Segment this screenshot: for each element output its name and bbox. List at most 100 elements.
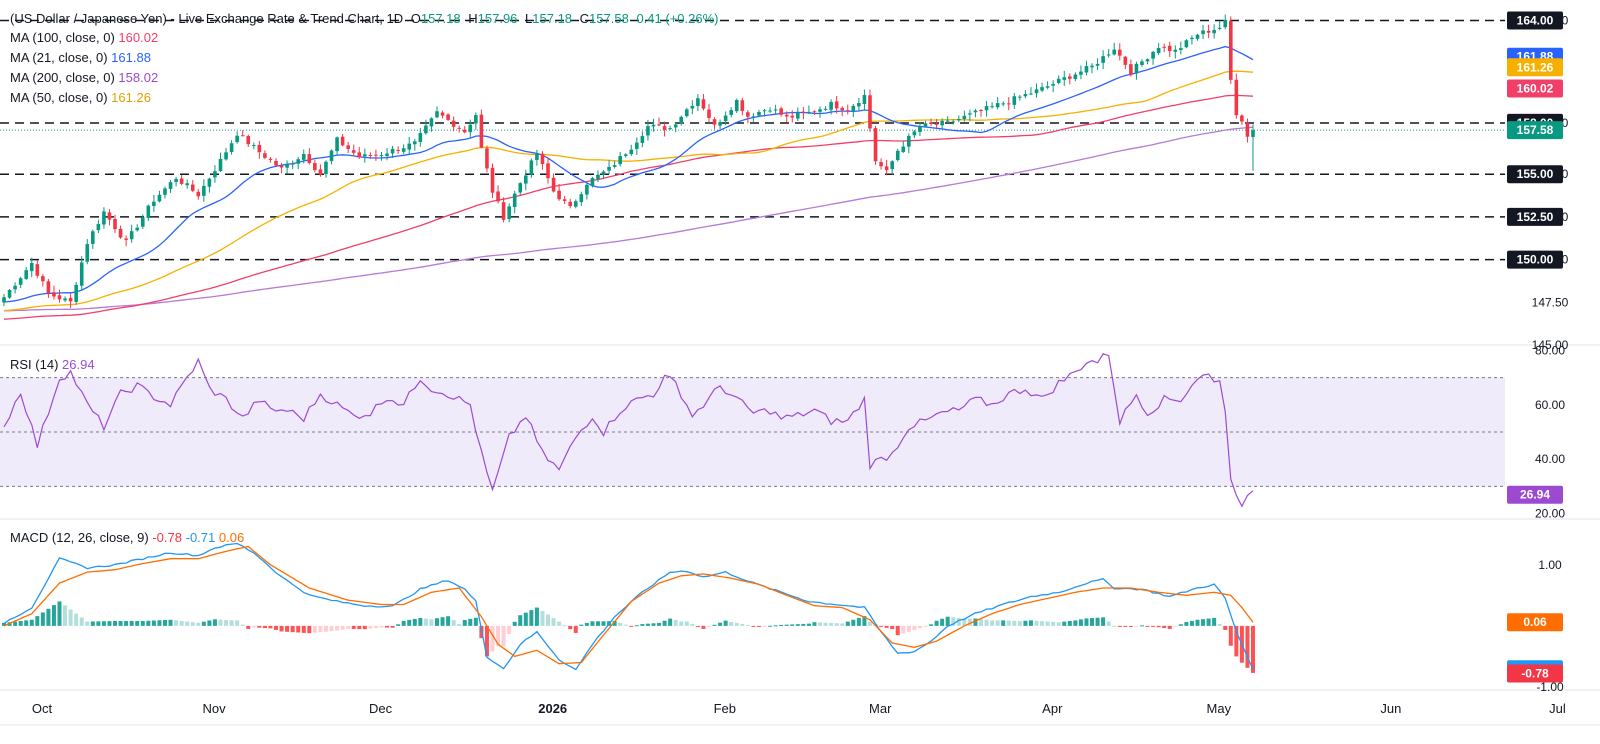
macd-histogram-bar bbox=[657, 622, 662, 626]
macd-histogram-bar bbox=[856, 617, 861, 626]
candle-body bbox=[673, 124, 678, 128]
candle-body bbox=[812, 111, 817, 113]
macd-histogram-bar bbox=[446, 616, 451, 626]
macd-histogram-bar bbox=[745, 624, 750, 626]
change-value: 0.41 (+0.26%) bbox=[636, 11, 719, 26]
macd-histogram-bar bbox=[185, 621, 190, 626]
candle-body bbox=[396, 149, 400, 151]
macd-histogram-bar bbox=[806, 623, 811, 626]
price-badge bbox=[1507, 58, 1563, 77]
macd-histogram-bar bbox=[468, 618, 473, 626]
macd-histogram-bar bbox=[751, 625, 756, 627]
macd-histogram-bar bbox=[190, 622, 195, 626]
candle-body bbox=[474, 115, 478, 124]
candle-body bbox=[1167, 45, 1172, 52]
candle-body bbox=[412, 141, 417, 145]
ma-legend-100[interactable]: MA (100, close, 0) 160.02 bbox=[10, 30, 158, 45]
candle-body bbox=[607, 166, 611, 171]
candle-body bbox=[168, 182, 173, 189]
candle-body bbox=[1162, 46, 1166, 48]
macd-histogram-bar bbox=[557, 621, 562, 626]
candle-body bbox=[1068, 76, 1072, 79]
candle-body bbox=[279, 165, 284, 168]
rsi-legend[interactable]: RSI (14) 26.94 bbox=[10, 357, 95, 372]
open-label: O bbox=[410, 11, 421, 26]
candle-body bbox=[579, 194, 584, 203]
candle-body bbox=[1012, 96, 1017, 105]
macd-histogram-bar bbox=[268, 625, 273, 629]
candle-body bbox=[657, 124, 661, 126]
candle-body bbox=[129, 231, 134, 240]
candle-body bbox=[562, 199, 567, 201]
macd-legend[interactable]: MACD (12, 26, close, 9) -0.78 -0.71 0.06 bbox=[10, 530, 244, 545]
macd-histogram-bar bbox=[35, 616, 40, 626]
macd-histogram-bar bbox=[668, 618, 673, 626]
macd-histogram-bar bbox=[174, 620, 179, 626]
candle-body bbox=[340, 136, 345, 146]
candle-body bbox=[751, 116, 756, 118]
macd-histogram-bar bbox=[1184, 621, 1189, 626]
candle-body bbox=[68, 297, 73, 302]
price-badge bbox=[1507, 121, 1563, 140]
macd-histogram-bar bbox=[229, 620, 234, 626]
ma-legend-200[interactable]: MA (200, close, 0) 158.02 bbox=[10, 70, 158, 85]
macd-histogram-bar bbox=[1251, 625, 1255, 673]
macd-histogram-bar bbox=[1234, 625, 1239, 657]
macd-histogram-bar bbox=[573, 625, 578, 633]
candle-body bbox=[52, 292, 56, 297]
price-badge bbox=[1507, 165, 1563, 184]
candle-body bbox=[590, 178, 595, 186]
candle-body bbox=[74, 284, 78, 302]
candle-body bbox=[207, 178, 212, 187]
macd-histogram-bar bbox=[1206, 618, 1211, 626]
candle-body bbox=[873, 128, 878, 162]
macd-histogram-bar bbox=[662, 620, 667, 626]
ma-legend-label: MA (21, close, 0) bbox=[10, 50, 108, 65]
macd-histogram-bar bbox=[618, 622, 623, 626]
macd-histogram-bar bbox=[434, 618, 439, 626]
macd-histogram-bar bbox=[779, 625, 784, 627]
macd-histogram-bar bbox=[956, 617, 961, 626]
macd-histogram-bar bbox=[1056, 622, 1061, 626]
candle-body bbox=[1095, 63, 1100, 66]
ma-legend-21[interactable]: MA (21, close, 0) 161.88 bbox=[10, 50, 151, 65]
candle-body bbox=[1056, 78, 1061, 84]
macd-histogram-bar bbox=[51, 605, 56, 626]
ma-legend-50[interactable]: MA (50, close, 0) 161.26 bbox=[10, 90, 151, 105]
price-badge-label: 164.00 bbox=[1517, 13, 1554, 27]
ma-legend-value: 161.26 bbox=[111, 90, 151, 105]
macd-histogram-bar bbox=[1017, 621, 1022, 626]
macd-histogram-bar bbox=[368, 625, 373, 629]
candle-body bbox=[1228, 20, 1233, 80]
rsi-legend-value: 26.94 bbox=[62, 357, 95, 372]
price-badge-label: 161.26 bbox=[1517, 60, 1554, 74]
macd-histogram-bar bbox=[124, 620, 129, 626]
macd-histogram-bar bbox=[323, 625, 328, 632]
macd-histogram-bar bbox=[623, 624, 628, 626]
candle-body bbox=[1029, 93, 1033, 95]
candle-body bbox=[696, 98, 700, 107]
macd-histogram-bar bbox=[2, 622, 6, 626]
candle-body bbox=[779, 108, 783, 115]
time-axis-label: Nov bbox=[203, 701, 227, 716]
low-value: 157.18 bbox=[532, 11, 573, 26]
macd-histogram-bar bbox=[729, 621, 734, 626]
candle-body bbox=[102, 211, 106, 225]
macd-badge-label: -0.78 bbox=[1521, 667, 1549, 681]
candle-body bbox=[790, 115, 795, 118]
macd-badge bbox=[1507, 664, 1563, 683]
macd-histogram-bar bbox=[723, 620, 728, 626]
candle-body bbox=[1156, 48, 1161, 54]
macd-histogram-bar bbox=[934, 620, 939, 626]
macd-histogram-bar bbox=[279, 625, 284, 632]
macd-histogram-bar bbox=[285, 625, 290, 632]
macd-histogram-bar bbox=[57, 601, 62, 626]
macd-histogram-bar bbox=[151, 620, 156, 626]
candle-body bbox=[424, 125, 428, 134]
candle-body bbox=[829, 101, 833, 110]
ma-legend-value: 158.02 bbox=[118, 70, 159, 85]
candle-body bbox=[13, 285, 17, 290]
macd-histogram-bar bbox=[240, 624, 245, 626]
candle-body bbox=[640, 136, 645, 143]
candle-body bbox=[862, 95, 867, 105]
